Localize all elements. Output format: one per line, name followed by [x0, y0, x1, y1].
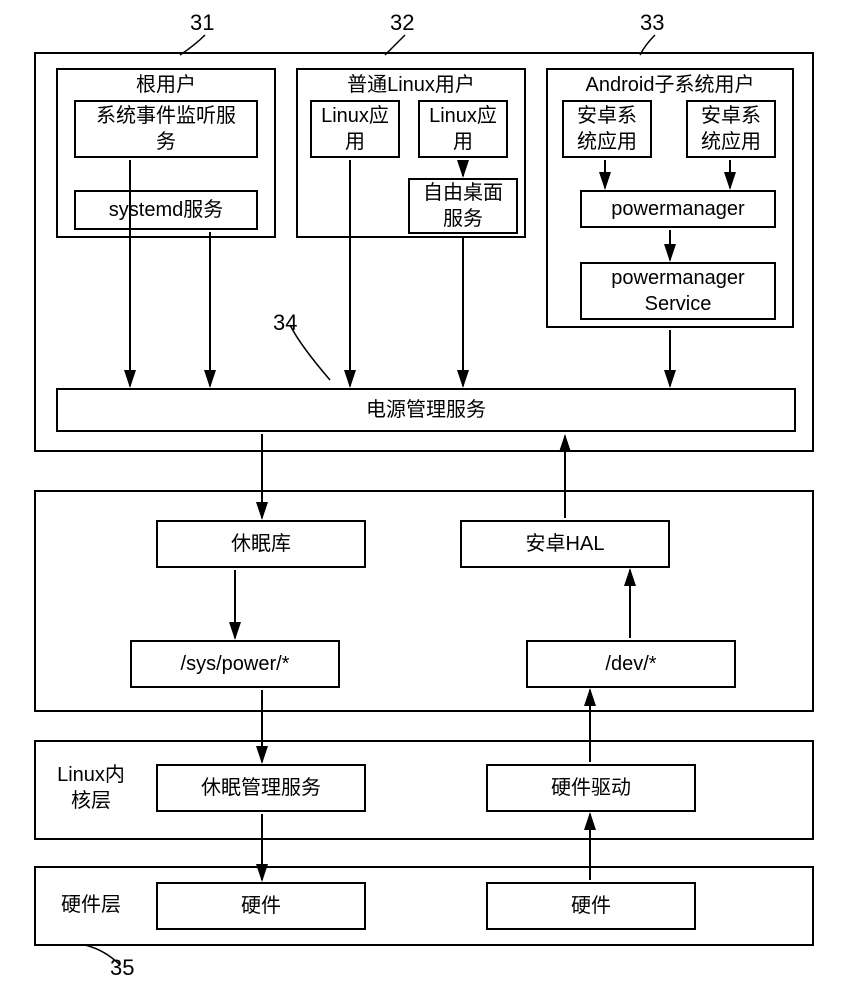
android-app-2: 安卓系 统应用: [686, 100, 776, 158]
hardware-1: 硬件: [156, 882, 366, 930]
ref-31: 31: [190, 10, 214, 36]
ref-32: 32: [390, 10, 414, 36]
android-user-title: Android子系统用户: [546, 72, 794, 98]
hardware-driver: 硬件驱动: [486, 764, 696, 812]
ref-33: 33: [640, 10, 664, 36]
powermanager: powermanager: [580, 190, 776, 228]
kernel-label: Linux内 核层: [46, 762, 136, 814]
hardware-2: 硬件: [486, 882, 696, 930]
android-hal: 安卓HAL: [460, 520, 670, 568]
android-app-1: 安卓系 统应用: [562, 100, 652, 158]
linux-user-title: 普通Linux用户: [296, 72, 526, 98]
hw-container: [34, 866, 814, 946]
linux-app-2: Linux应 用: [418, 100, 508, 158]
power-management-service: 电源管理服务: [56, 388, 796, 432]
sys-power-path: /sys/power/*: [130, 640, 340, 688]
root-user-title: 根用户: [56, 72, 276, 98]
hw-label: 硬件层: [46, 892, 136, 918]
sleep-management-service: 休眠管理服务: [156, 764, 366, 812]
systemd-service: systemd服务: [74, 190, 258, 230]
dev-path: /dev/*: [526, 640, 736, 688]
linux-app-1: Linux应 用: [310, 100, 400, 158]
kernel-container: [34, 740, 814, 840]
powermanager-service: powermanager Service: [580, 262, 776, 320]
ref-35: 35: [110, 955, 134, 981]
event-listener-service: 系统事件监听服 务: [74, 100, 258, 158]
free-desktop-service: 自由桌面 服务: [408, 178, 518, 234]
sleep-lib: 休眠库: [156, 520, 366, 568]
